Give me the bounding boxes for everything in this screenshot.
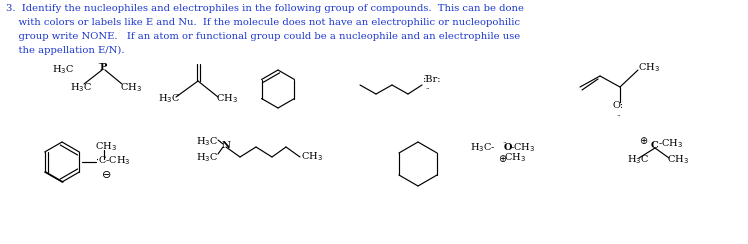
Text: ..: .. [423,70,428,78]
Text: O:: O: [613,102,624,111]
Text: H$_3$C: H$_3$C [158,93,180,105]
Text: C: C [651,142,659,151]
Text: with colors or labels like E and Nu.  If the molecule does not have an electroph: with colors or labels like E and Nu. If … [6,18,520,27]
Text: ..: .. [97,58,102,66]
Text: N: N [222,142,231,151]
Text: H$_3$C: H$_3$C [627,154,649,166]
Text: H$_3$C: H$_3$C [196,136,218,148]
Text: CH$_3$: CH$_3$ [120,81,142,94]
Text: CH$_3$: CH$_3$ [667,154,689,166]
Text: :Br:: :Br: [423,74,441,83]
Text: ..: .. [425,83,429,91]
Text: $\ominus$: $\ominus$ [101,169,111,180]
Text: $\cdot$C-CH$_3$: $\cdot$C-CH$_3$ [95,155,131,167]
Text: P: P [100,63,108,72]
Text: CH$_3$: CH$_3$ [301,151,323,163]
Text: -CH$_3$: -CH$_3$ [510,142,535,154]
Text: H$_3$C-: H$_3$C- [470,142,496,154]
Text: H$_3$C: H$_3$C [196,152,218,164]
Text: ..: .. [502,137,506,145]
Text: H$_3$C: H$_3$C [70,81,92,94]
Text: CH$_3$: CH$_3$ [216,93,238,105]
Text: the appellation E/N).: the appellation E/N). [6,46,124,55]
Text: -CH$_3$: -CH$_3$ [658,138,683,150]
Text: $\oplus$: $\oplus$ [498,152,507,163]
Text: $\oplus$: $\oplus$ [639,134,649,145]
Text: group write NONE.   If an atom or functional group could be a nucleophile and an: group write NONE. If an atom or function… [6,32,521,41]
Text: CH$_3$: CH$_3$ [638,61,660,74]
Text: 3.  Identify the nucleophiles and electrophiles in the following group of compou: 3. Identify the nucleophiles and electro… [6,4,524,13]
Text: O: O [504,143,512,152]
Text: ..: .. [616,110,621,118]
Text: CH$_3$: CH$_3$ [504,152,526,164]
Text: CH$_3$: CH$_3$ [95,141,117,153]
Text: H$_3$C: H$_3$C [52,64,74,76]
